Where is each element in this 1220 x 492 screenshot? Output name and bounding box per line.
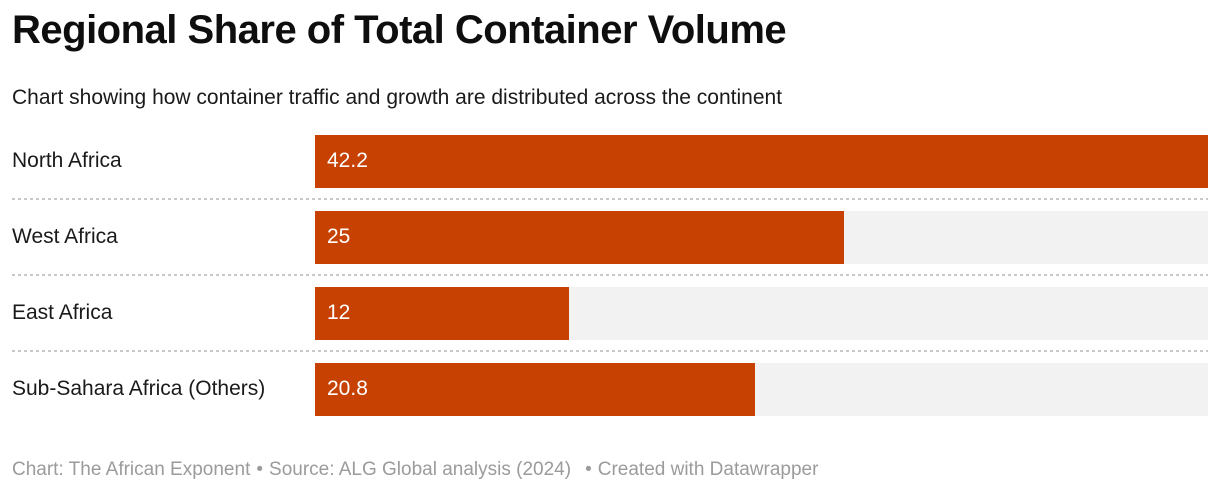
bar-north-africa: 42.2 (315, 134, 1208, 188)
row-separator (12, 274, 1208, 276)
bar-value-label: 42.2 (327, 149, 368, 172)
category-label: East Africa (12, 301, 113, 324)
bar-value-label: 20.8 (327, 377, 368, 400)
footer-separator-dot: • (256, 459, 264, 480)
bar-value-label: 12 (327, 301, 351, 324)
category-label: Sub-Sahara Africa (Others) (12, 377, 266, 400)
bar-track: 12 (315, 286, 1208, 340)
category-label: North Africa (12, 149, 122, 172)
bar-sub-sahara: 20.8 (315, 362, 756, 416)
chart-row-north-africa: North Africa 42.2 (12, 124, 1208, 198)
bar-value-label: 25 (327, 225, 351, 248)
chart-title: Regional Share of Total Container Volume (12, 8, 787, 52)
footer-separator-dot: • (585, 459, 592, 480)
category-label: West Africa (12, 225, 118, 248)
bar-track: 42.2 (315, 134, 1208, 188)
chart-credit: Chart: The African Exponent (12, 459, 251, 480)
bar-east-africa: 12 (315, 286, 569, 340)
chart-row-east-africa: East Africa 12 (12, 276, 1208, 350)
bar-west-africa: 25 (315, 210, 844, 264)
chart-row-west-africa: West Africa 25 (12, 200, 1208, 274)
datawrapper-link[interactable]: Created with Datawrapper (597, 459, 819, 480)
chart-footer: Chart: The African Exponent • Source: ALG … (12, 458, 1208, 482)
bar-chart: North Africa 42.2 West Africa 25 East Af… (12, 124, 1208, 426)
chart-source: Source: ALG Global analysis (2024) (269, 459, 572, 480)
bar-track: 20.8 (315, 362, 1208, 416)
row-separator (12, 198, 1208, 200)
bar-track: 25 (315, 210, 1208, 264)
chart-subtitle: Chart showing how container traffic and … (12, 86, 783, 109)
chart-row-sub-sahara: Sub-Sahara Africa (Others) 20.8 (12, 352, 1208, 426)
row-separator (12, 350, 1208, 352)
